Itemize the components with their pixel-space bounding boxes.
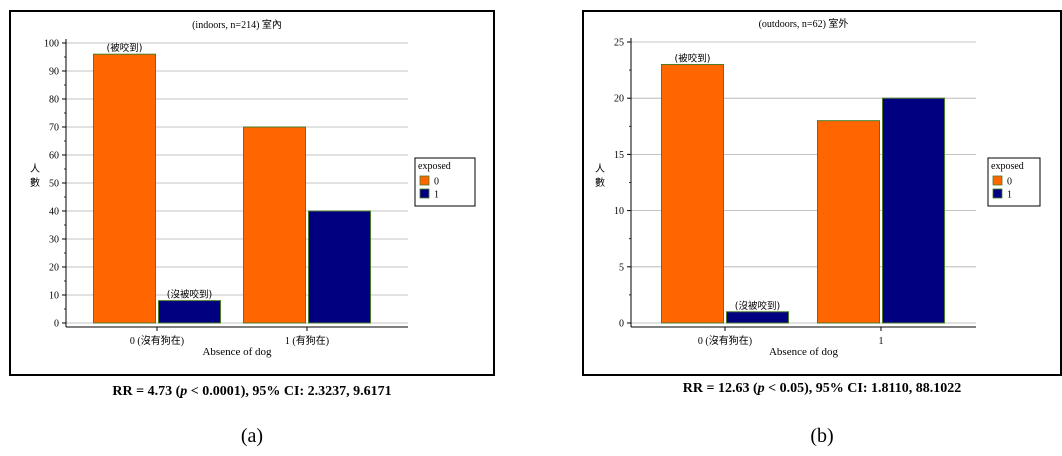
chart-b-y-tick-label: 10 [614,206,624,217]
chart-a-y-label: 人數 [30,163,40,189]
chart-a-y-tick-label: 10 [49,291,59,302]
chart-a-annotation: (被咬到) [107,42,143,54]
panel-label-b: (b) [810,425,834,447]
chart-b-y-tick-label: 0 [619,319,624,330]
chart-b-y-label: 人數 [595,163,605,189]
chart-a-legend-swatch [419,188,430,199]
chart-b-legend-swatch [992,175,1003,186]
caption-a-post: < 0.0001), 95% CI: 2.3237, 9.6171 [187,384,392,399]
chart-a-y-tick-label: 100 [44,39,59,50]
chart-b-annotation: (沒被咬到) [735,300,780,312]
chart-b-legend-title: exposed [991,161,1024,172]
caption-a-pre: RR = 4.73 ( [112,384,181,399]
caption-b-post: < 0.05), 95% CI: 1.8110, 88.1022 [764,381,962,396]
chart-b-title: (outdoors, n=62) 室外 [759,17,849,30]
chart-b-x-tick-label: 1 [879,336,884,347]
chart-b-x-tick-label: 0 (沒有狗在) [698,334,752,347]
chart-a-x-tick-label: 1 (有狗在) [285,334,329,347]
chart-a-y-tick-label: 40 [49,207,59,218]
chart-a-y-tick-label: 60 [49,151,59,162]
chart-a-x-label: Absence of dog [202,346,272,358]
chart-b-bar-1-1 [882,97,945,324]
chart-a-y-tick-label: 30 [49,235,59,246]
chart-panel-a: (indoors, n=214) 室內 0 10 20 30 40 50 60 70 80 90 10… [9,10,495,376]
chart-a-title: (indoors, n=214) 室內 [192,18,282,31]
caption-b-p: p [757,381,765,396]
chart-b-bar-0-0 [661,63,724,324]
chart-a-bar-0-0 [93,53,156,324]
chart-a-y-tick-label: 50 [49,179,59,190]
chart-a-annotation: (沒被咬到) [167,289,212,301]
chart-a-y-tick-label: 80 [49,95,59,106]
chart-b-y-tick-label: 5 [619,262,624,273]
chart-a-legend-title: exposed [418,161,451,172]
chart-a-bar-1-0 [243,126,306,324]
chart-b-legend-swatch [992,188,1003,199]
chart-b-annotation: (被咬到) [675,52,711,64]
caption-a-p: p [180,384,188,399]
chart-b-y-tick-label: 25 [614,38,624,49]
chart-b-legend-label: 0 [1007,177,1012,188]
chart-a-legend-swatch [419,175,430,186]
chart-b-bar-1-0 [817,120,880,324]
chart-a-y-tick-label: 90 [49,67,59,78]
chart-a-legend-label: 0 [434,177,439,188]
chart-a-x-tick-label: 0 (沒有狗在) [130,334,184,347]
chart-a-bar-1-1 [308,210,371,324]
chart-a-y-tick-label: 70 [49,123,59,134]
chart-b-y-tick-label: 15 [614,150,624,161]
chart-a-bar-0-1 [158,300,221,324]
caption-a: RR = 4.73 (p < 0.0001), 95% CI: 2.3237, … [9,384,495,400]
chart-b-y-tick-label: 20 [614,94,624,105]
chart-a-svg: (indoors, n=214) 室內010203040506070809010… [30,18,476,358]
chart-a-y-tick-label: 20 [49,263,59,274]
caption-b: RR = 12.63 (p < 0.05), 95% CI: 1.8110, 8… [582,381,1062,397]
chart-panel-b: (outdoors, n=62) 室外 0 5 10 15 20 25 0 (沒有狗在) 1 (被… [582,10,1062,376]
caption-b-pre: RR = 12.63 ( [682,381,758,396]
chart-a-legend-label: 1 [434,190,439,201]
chart-a-y-tick-label: 0 [54,319,59,330]
chart-b-legend-label: 1 [1007,190,1012,201]
chart-b-bar-0-1 [726,311,789,324]
panel-label-a: (a) [240,425,264,447]
chart-b-x-label: Absence of dog [769,346,839,358]
